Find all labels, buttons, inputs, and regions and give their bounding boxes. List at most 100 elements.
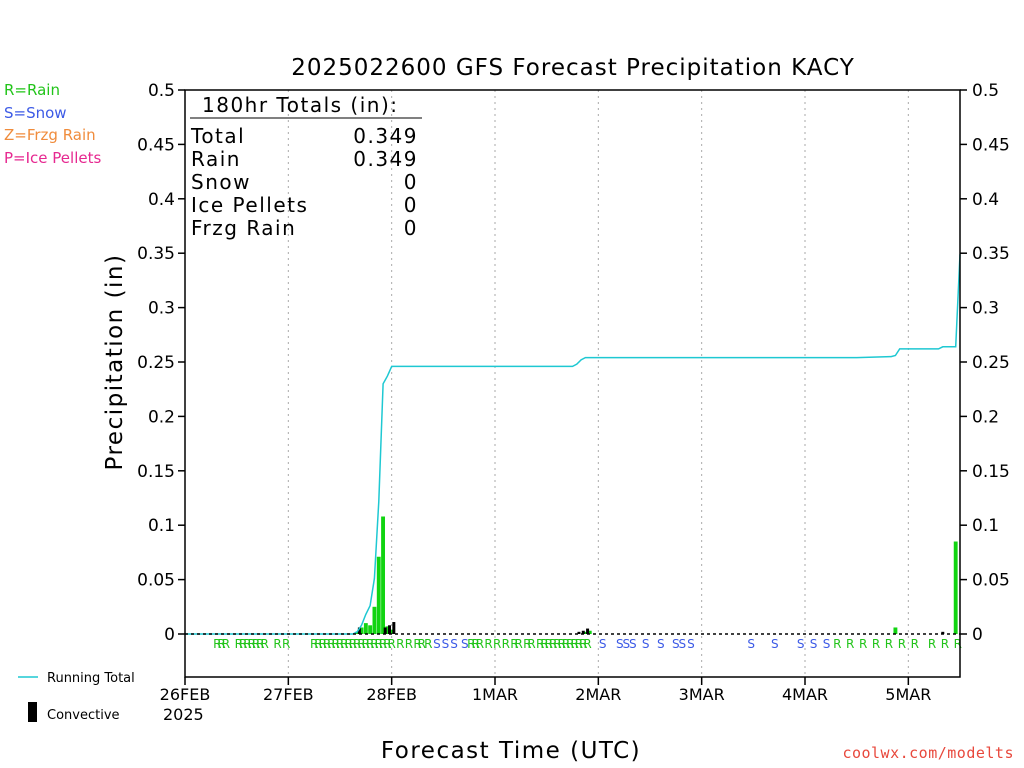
convective-legend: Convective: [47, 708, 120, 723]
convective-bar: [383, 627, 387, 634]
y-tick-label-right: 0: [972, 625, 983, 645]
precip-type-marker: R: [273, 637, 281, 651]
precip-type-marker: R: [493, 637, 501, 651]
vertical-grid: [287, 90, 909, 677]
y-tick-label-right: 0.3: [972, 299, 999, 319]
y-tick-label-right: 0.2: [972, 407, 999, 427]
precip-type-marker: S: [810, 637, 818, 651]
totals-row-label: Frzg Rain: [191, 216, 296, 240]
precip-type-marker: R: [523, 637, 531, 651]
precip-type-marker: S: [657, 637, 665, 651]
precip-type-marker: R: [310, 637, 318, 651]
precip-type-marker: R: [260, 637, 268, 651]
precip-type-marker: R: [549, 637, 557, 651]
totals-row-value: 0: [404, 216, 418, 240]
precip-type-marker: S: [433, 637, 441, 651]
precip-bar: [359, 627, 364, 634]
y-tick-label-right: 0.25: [972, 353, 1010, 373]
precip-type-marker: S: [687, 637, 695, 651]
convective-bar: [586, 628, 590, 634]
y-tick-label: 0.5: [148, 81, 175, 101]
y-tick-label: 0.05: [137, 571, 175, 591]
x-axis-label: Forecast Time (UTC): [381, 738, 641, 764]
precip-type-marker: R: [885, 637, 893, 651]
precip-type-marker: S: [747, 637, 755, 651]
precip-type-marker: R: [235, 637, 243, 651]
x-tick-label: 1MAR: [472, 685, 518, 704]
x-tick-label: 26FEB: [160, 685, 211, 704]
precip-type-marker: R: [357, 637, 365, 651]
precip-type-marker: S: [442, 637, 450, 651]
y-tick-label-right: 0.45: [972, 135, 1010, 155]
y-tick-label: 0.3: [148, 299, 175, 319]
y-tick-label-right: 0.1: [972, 516, 999, 536]
precip-bar: [368, 625, 373, 634]
y-tick-label: 0.45: [137, 135, 175, 155]
precip-type-marker: S: [642, 637, 650, 651]
precip-type-marker: R: [344, 637, 352, 651]
precip-type-marker: R: [243, 637, 251, 651]
y-tick-label: 0.15: [137, 462, 175, 482]
plot-frame: [184, 89, 961, 678]
precip-bar: [953, 541, 958, 634]
precip-type-marker: R: [575, 637, 583, 651]
totals-header: 180hr Totals (in):: [202, 93, 399, 117]
x-axis: 26FEB 27FEB 28FEB 1MAR 2MAR 3MAR 4MAR 5MAR: [160, 677, 931, 704]
y-tick-label-right: 0.05: [972, 571, 1010, 591]
y-axis-label: Precipitation (in): [102, 254, 128, 471]
precip-bar: [893, 627, 898, 634]
x-tick-label: 3MAR: [679, 685, 725, 704]
precip-type-marker: R: [911, 637, 919, 651]
precip-type-marker: R: [954, 637, 962, 651]
precip-type-marker: R: [379, 637, 387, 651]
precip-type-marker: R: [340, 637, 348, 651]
x-tick-label: 28FEB: [366, 685, 417, 704]
precip-type-marker: R: [872, 637, 880, 651]
totals-row-value: 0: [404, 170, 418, 194]
legend-rain: R=Rain: [4, 81, 60, 99]
precip-type-marker: R: [570, 637, 578, 651]
chart-title: 2025022600 GFS Forecast Precipitation KA…: [291, 55, 855, 81]
precip-type-marker: R: [527, 637, 535, 651]
precip-bar: [583, 631, 588, 634]
precip-type-marker: R: [476, 637, 484, 651]
precip-type-marker: R: [323, 637, 331, 651]
precip-type-marker: R: [566, 637, 574, 651]
precip-type-marker: R: [239, 637, 247, 651]
precip-type-marker: S: [623, 637, 631, 651]
precip-type-marker: R: [387, 637, 395, 651]
precip-type-marker: S: [616, 637, 624, 651]
totals-table: 180hr Totals (in): Total 0.349 Rain 0.349 Sn…: [190, 93, 422, 240]
y-tick-label-right: 0.4: [972, 190, 999, 210]
precip-bar: [376, 556, 381, 634]
precip-type-marker: R: [833, 637, 841, 651]
precip-type-marker: R: [396, 637, 404, 651]
precip-type-marker: R: [375, 637, 383, 651]
x-tick-label: 2MAR: [575, 685, 621, 704]
precip-type-marker: S: [450, 637, 458, 651]
precip-type-marker: R: [327, 637, 335, 651]
precip-type-marker: R: [510, 637, 518, 651]
precip-type-marker: R: [941, 637, 949, 651]
totals-row-value: 0.349: [353, 124, 418, 148]
convective-bar: [577, 631, 581, 634]
precip-type-marker: R: [515, 637, 523, 651]
precip-bar: [355, 631, 360, 634]
y-tick-label-right: 0.15: [972, 462, 1010, 482]
precip-type-marker: R: [898, 637, 906, 651]
y-tick-label: 0.25: [137, 353, 175, 373]
precip-type-marker: R: [846, 637, 854, 651]
y-tick-label: 0: [164, 625, 175, 645]
precip-type-marker: R: [248, 637, 256, 651]
precip-type-marker: R: [319, 637, 327, 651]
convective-bar: [388, 625, 392, 634]
precip-type-marker: R: [413, 637, 421, 651]
precip-type-marker: S: [797, 637, 805, 651]
y-tick-label: 0.2: [148, 407, 175, 427]
precip-type-marker: R: [484, 637, 492, 651]
precipitation-bars: [355, 516, 958, 634]
credit-text: coolwx.com/modelts: [842, 744, 1014, 762]
precip-type-marker: S: [672, 637, 680, 651]
x-tick-label: 27FEB: [263, 685, 314, 704]
